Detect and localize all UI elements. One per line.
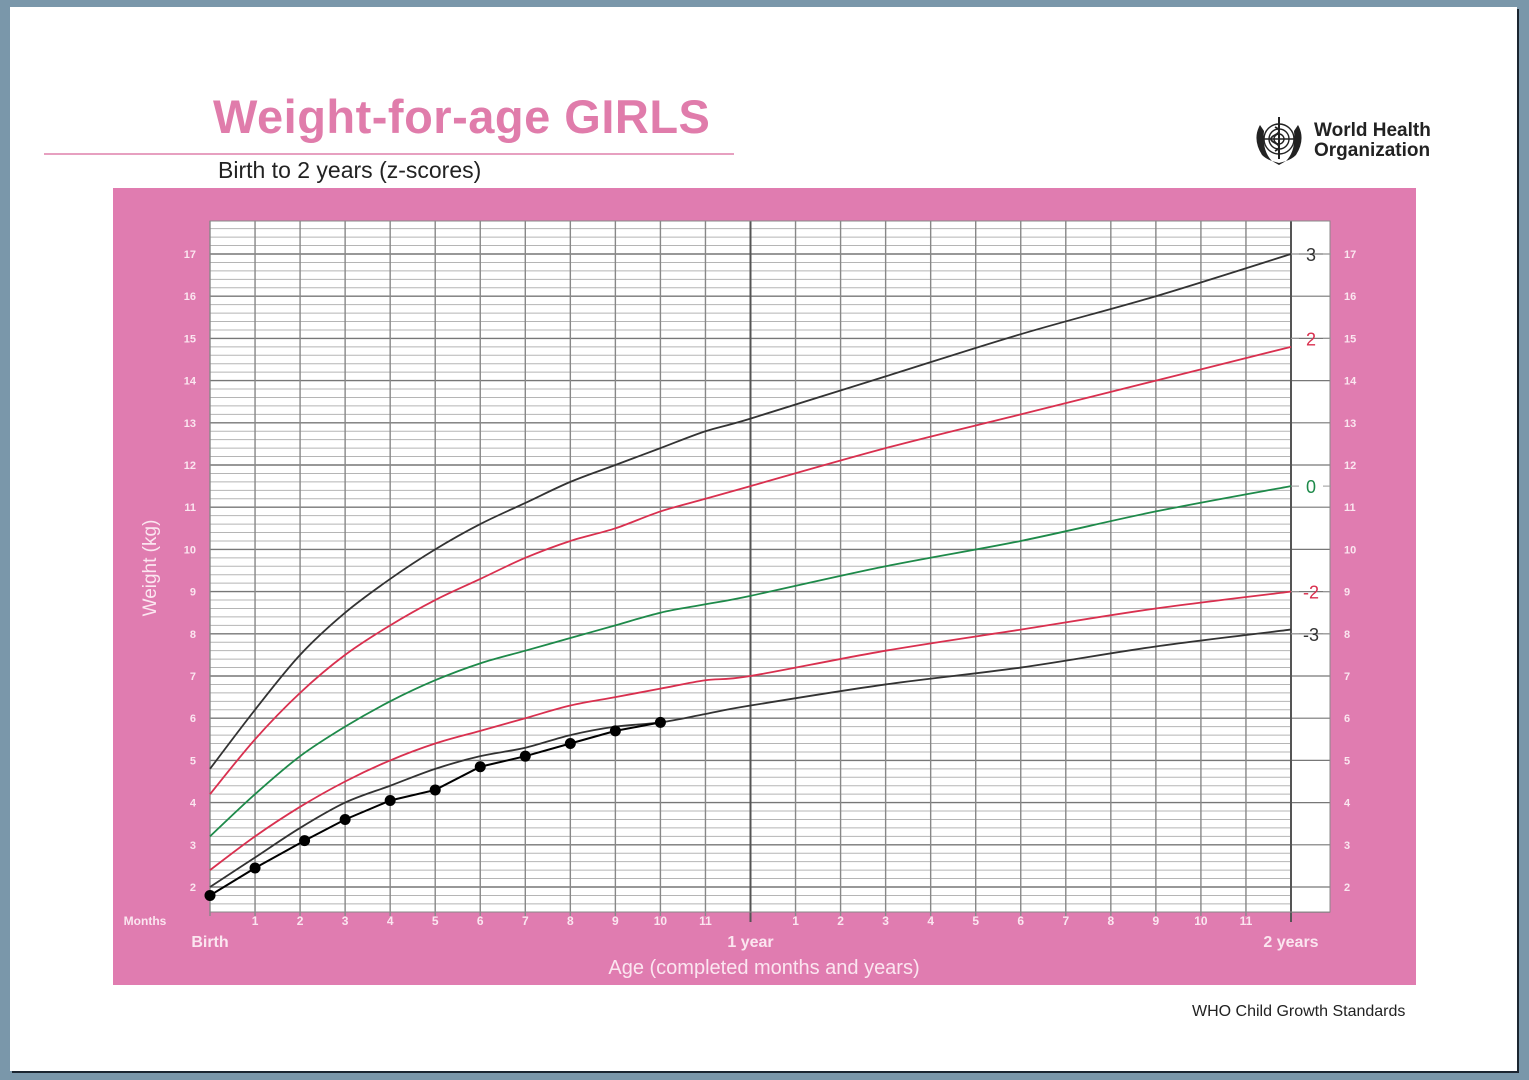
svg-text:7: 7 <box>1062 914 1069 928</box>
y-axis-labels: 2 2 3 3 4 4 5 5 6 6 7 7 8 8 9 9 10 10 11 11 12 12 13 13 14 14 15 15… <box>184 249 1357 894</box>
z-curve-0 <box>209 485 1292 838</box>
child-data-point[interactable] <box>564 738 576 750</box>
svg-text:7: 7 <box>190 671 196 683</box>
svg-text:13: 13 <box>184 418 196 430</box>
svg-text:14: 14 <box>1344 376 1357 388</box>
child-data-point[interactable] <box>429 784 441 796</box>
z-curve-2 <box>209 345 1292 795</box>
child-data-point[interactable] <box>654 716 666 728</box>
svg-text:4: 4 <box>927 914 934 928</box>
source-footer: WHO Child Growth Standards <box>1192 1003 1406 1020</box>
svg-text:15: 15 <box>1344 333 1356 345</box>
svg-text:6: 6 <box>1344 713 1350 725</box>
svg-text:9: 9 <box>612 914 619 928</box>
svg-text:2: 2 <box>837 914 844 928</box>
chart-title: Weight-for-age GIRLS <box>213 90 711 143</box>
y-axis-title: Weight (kg) <box>140 520 161 617</box>
child-data-point[interactable] <box>384 794 396 806</box>
svg-text:4: 4 <box>1344 798 1351 810</box>
child-data-point[interactable] <box>339 813 351 825</box>
svg-text:4: 4 <box>190 798 197 810</box>
z-label: -3 <box>1303 625 1319 645</box>
svg-text:9: 9 <box>1344 587 1350 599</box>
svg-text:16: 16 <box>1344 291 1356 303</box>
svg-text:6: 6 <box>1017 914 1024 928</box>
svg-text:2 years: 2 years <box>1263 934 1318 951</box>
svg-text:8: 8 <box>190 629 196 641</box>
who-organization-name: World Health Organization <box>1314 121 1431 161</box>
org-name-line2: Organization <box>1314 140 1431 161</box>
svg-text:2: 2 <box>1344 882 1350 894</box>
svg-text:10: 10 <box>184 544 196 556</box>
chart-subtitle: Birth to 2 years (z-scores) <box>218 157 482 183</box>
svg-text:12: 12 <box>184 460 196 472</box>
svg-text:1 year: 1 year <box>727 934 773 951</box>
svg-text:Birth: Birth <box>191 934 228 951</box>
svg-text:11: 11 <box>184 502 196 514</box>
z-score-curves: 3 2 0 -2 -3 <box>209 245 1331 888</box>
svg-text:11: 11 <box>1344 502 1356 514</box>
z-curve-neg3 <box>209 628 1292 888</box>
svg-text:5: 5 <box>432 914 439 928</box>
svg-text:2: 2 <box>190 882 196 894</box>
svg-text:5: 5 <box>190 755 196 767</box>
svg-text:7: 7 <box>522 914 529 928</box>
svg-text:15: 15 <box>184 333 196 345</box>
svg-text:8: 8 <box>1344 629 1350 641</box>
svg-text:11: 11 <box>699 914 712 928</box>
svg-text:2: 2 <box>297 914 304 928</box>
svg-text:11: 11 <box>1240 914 1253 928</box>
x-axis-title: Age (completed months and years) <box>608 957 919 979</box>
child-data-point[interactable] <box>609 725 621 737</box>
svg-text:1: 1 <box>252 914 259 928</box>
svg-text:5: 5 <box>972 914 979 928</box>
svg-text:10: 10 <box>1344 544 1356 556</box>
z-label: 0 <box>1306 477 1316 497</box>
svg-text:9: 9 <box>1153 914 1160 928</box>
child-data-point[interactable] <box>474 761 486 773</box>
svg-text:3: 3 <box>1344 840 1350 852</box>
z-curve-neg2 <box>209 590 1292 871</box>
org-name-line1: World Health <box>1314 120 1431 141</box>
svg-text:13: 13 <box>1344 418 1356 430</box>
child-data-point[interactable] <box>249 862 261 874</box>
svg-text:14: 14 <box>184 376 197 388</box>
grid <box>209 220 1331 922</box>
svg-text:3: 3 <box>342 914 349 928</box>
svg-text:8: 8 <box>1107 914 1114 928</box>
svg-text:16: 16 <box>184 291 196 303</box>
svg-text:Months: Months <box>124 914 167 928</box>
who-emblem-icon <box>1256 117 1302 165</box>
title-divider <box>44 153 734 155</box>
svg-text:9: 9 <box>190 587 196 599</box>
svg-text:1: 1 <box>792 914 799 928</box>
svg-text:8: 8 <box>567 914 574 928</box>
svg-text:17: 17 <box>184 249 196 261</box>
z-label: 3 <box>1306 245 1316 265</box>
svg-text:12: 12 <box>1344 460 1356 472</box>
svg-text:5: 5 <box>1344 755 1350 767</box>
z-curve-3 <box>209 253 1292 770</box>
svg-text:10: 10 <box>1194 914 1208 928</box>
svg-text:6: 6 <box>190 713 196 725</box>
z-label: -2 <box>1303 583 1319 603</box>
svg-text:17: 17 <box>1344 249 1356 261</box>
svg-text:3: 3 <box>882 914 889 928</box>
z-label: 2 <box>1306 329 1316 349</box>
svg-text:6: 6 <box>477 914 484 928</box>
svg-text:10: 10 <box>654 914 668 928</box>
svg-text:4: 4 <box>387 914 394 928</box>
svg-text:3: 3 <box>190 840 196 852</box>
child-measurements <box>204 716 666 901</box>
child-data-point[interactable] <box>204 889 216 901</box>
svg-text:7: 7 <box>1344 671 1350 683</box>
child-data-point[interactable] <box>519 750 531 762</box>
child-data-point[interactable] <box>299 835 311 847</box>
